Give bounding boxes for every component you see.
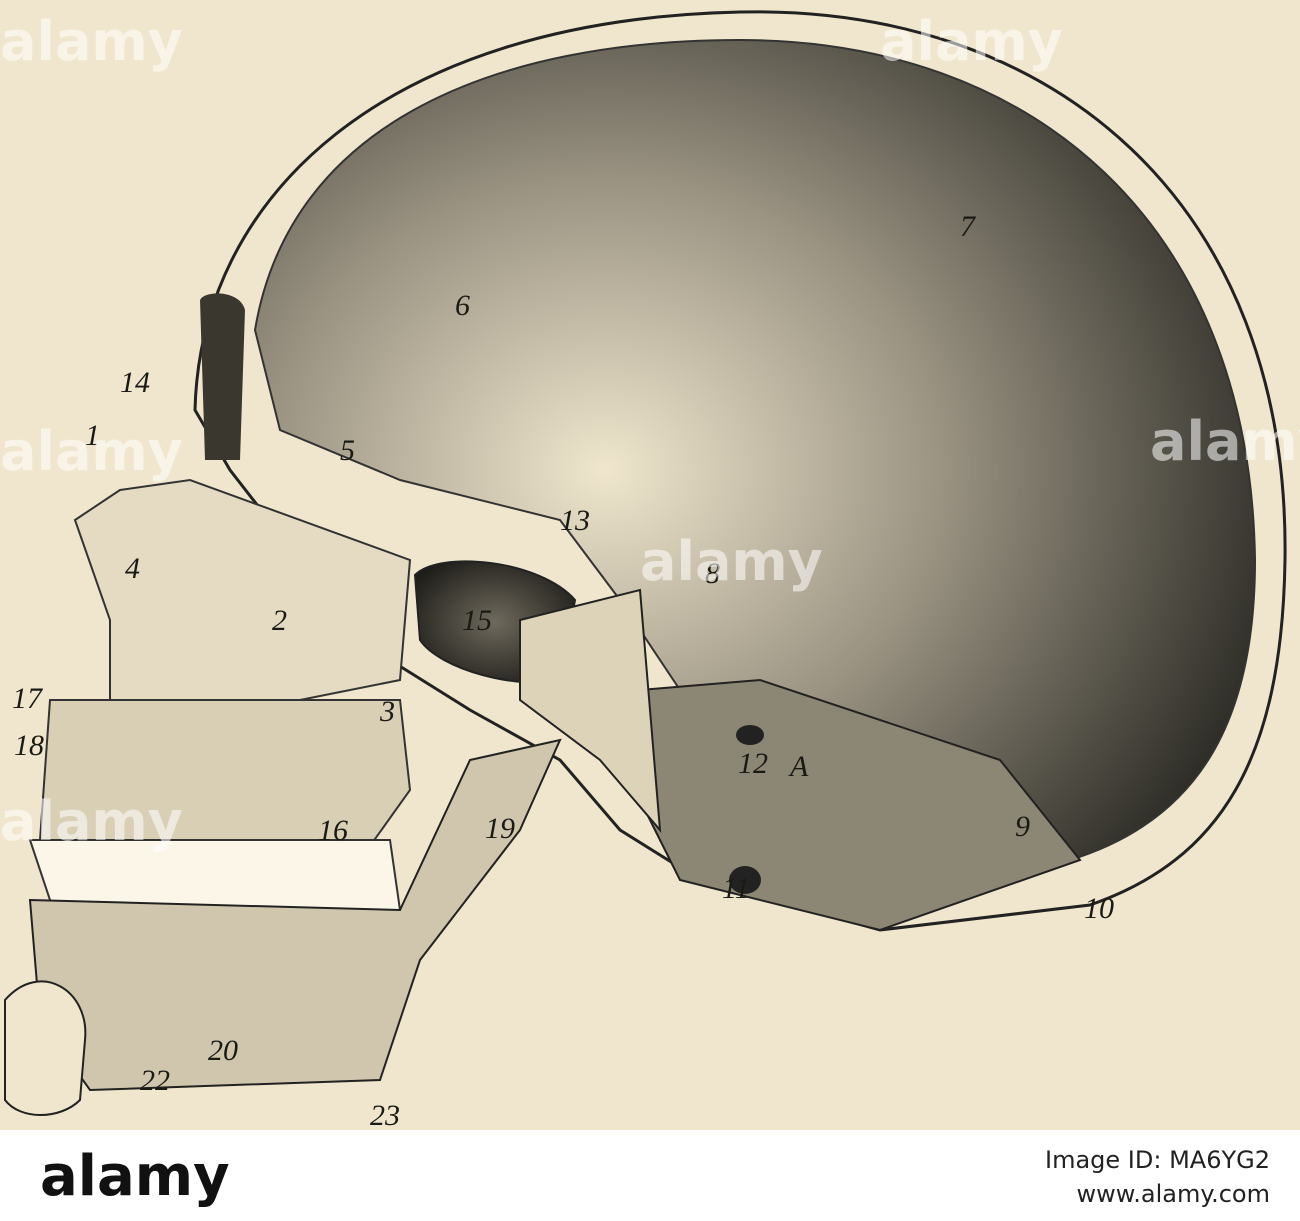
label: 11 [722,872,750,905]
nasal-cavity [73,478,412,701]
label: 9 [1015,810,1030,843]
foramen [729,866,761,894]
label: 19 [485,812,515,845]
label: 16 [318,814,348,847]
label: 4 [125,552,140,585]
label: 5 [340,434,355,467]
chin-section [4,980,87,1116]
foramen [736,725,764,745]
label: 1 [85,419,100,452]
label: 8 [705,557,720,590]
label: 14 [120,366,150,399]
watermark: alamy [640,530,823,593]
label: 22 [140,1064,170,1097]
watermark: alamy [0,790,183,853]
cranial-cavity [253,38,1257,902]
label: 15 [462,604,492,637]
watermark: alamy [880,10,1063,73]
label: 10 [1084,892,1114,925]
logo: alamy [40,1144,230,1209]
label: 7 [960,210,977,243]
footer: alamy Image ID: MA6YG2 www.alamy.com [0,1130,1300,1221]
label: 12 [738,747,768,780]
petrous-bone [519,588,662,833]
label: 2 [272,604,287,637]
image-id: Image ID: MA6YG2 [1045,1146,1270,1174]
watermark: alamy [1150,410,1300,473]
watermark: alamy [0,420,183,483]
label: 13 [560,504,590,537]
label: 18 [14,729,44,762]
label: 6 [455,289,470,322]
label: 17 [12,682,44,715]
frontal-sinus [200,293,245,460]
url: www.alamy.com [1076,1180,1270,1208]
label: 3 [379,695,395,728]
label: 23 [370,1099,400,1130]
label: A [788,750,809,783]
watermark: alamy [0,10,183,73]
label: 20 [208,1034,238,1067]
